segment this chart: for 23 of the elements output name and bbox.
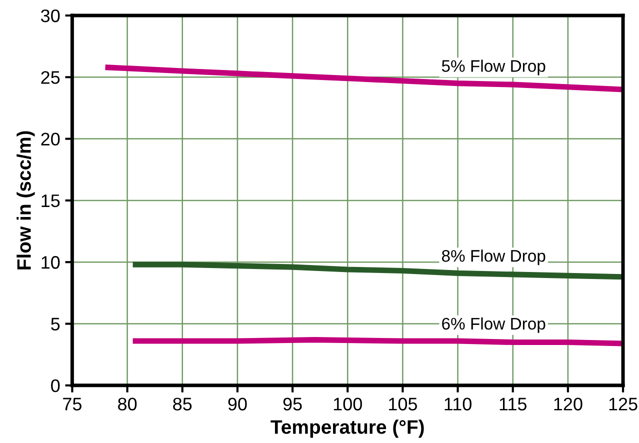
y-tick-label: 5 — [51, 318, 60, 330]
series-label: 6% Flow Drop — [442, 317, 546, 333]
x-tick-label: 105 — [389, 398, 418, 410]
x-tick-label: 100 — [334, 398, 362, 410]
y-tick-label: 0 — [51, 379, 60, 392]
x-tick-label: 120 — [554, 398, 582, 410]
x-tick-label: 85 — [173, 398, 192, 410]
x-axis-title: Temperature (°F) — [270, 420, 424, 438]
y-tick-label: 10 — [42, 256, 60, 269]
x-tick-label: 115 — [500, 398, 527, 410]
x-tick-label: 75 — [63, 398, 82, 410]
y-axis-title: Flow in (scc/m) — [16, 131, 35, 270]
x-tick-label: 95 — [283, 398, 302, 410]
series-label: 8% Flow Drop — [442, 250, 546, 266]
x-tick-label: 80 — [118, 398, 137, 410]
y-tick-label: 25 — [41, 71, 60, 84]
y-tick-label: 15 — [42, 194, 60, 208]
x-tick-label: 110 — [444, 398, 472, 410]
x-tick-label: 125 — [609, 398, 638, 410]
x-tick-label: 90 — [228, 398, 247, 410]
y-tick-label: 30 — [41, 9, 60, 22]
series-label: 5% Flow Drop — [442, 60, 546, 76]
y-tick-label: 20 — [41, 132, 60, 146]
